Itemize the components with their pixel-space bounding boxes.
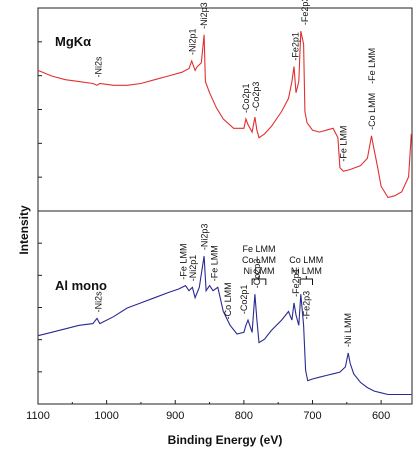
bottom-peak-label: -Fe LMM <box>178 244 188 280</box>
top-peak-label: -Fe LMM <box>338 126 348 162</box>
x-axis: 1100 1000 900 800 700 600 <box>26 400 390 422</box>
top-peak-label: -Fe2p3 <box>300 0 310 25</box>
bottom-peak-label: -Fe2p3 <box>301 291 311 320</box>
group-label-line: Fe LMM <box>242 244 275 254</box>
top-peak-label: -Ni2p3 <box>199 2 209 29</box>
bottom-panel-series <box>37 256 412 396</box>
x-tick-label: 1100 <box>26 410 50 422</box>
top-peak-label: -Ni2p1 <box>187 28 197 55</box>
top-peak-label: -Fe LMM <box>367 48 377 84</box>
bottom-peak-label: -Co LMM <box>223 282 233 319</box>
bottom-panel-y-ticks <box>38 242 42 373</box>
bottom-peak-label: -Ni2p3 <box>200 224 210 251</box>
top-panel-y-ticks <box>38 41 42 178</box>
x-tick-label: 700 <box>303 410 321 422</box>
top-panel-series <box>37 30 412 199</box>
bottom-peak-label: -Ni LMM <box>343 313 353 347</box>
top-panel-title: MgKα <box>55 34 91 49</box>
x-axis-label: Binding Energy (eV) <box>168 433 283 447</box>
group-bracket <box>251 276 267 285</box>
top-peak-label: -Co2p3 <box>251 82 261 112</box>
bottom-panel: Al mono -Ni2s-Fe LMM -Ni2p1-Ni2p3-Fe LMM-… <box>37 210 413 405</box>
top-panel-annotations: -Ni2s -Ni2p1-Ni2p3 -Co2p1 -Co2p3 -Fe2p1-Fe2p… <box>93 0 377 162</box>
group-bracket <box>299 276 313 285</box>
top-peak-label: -Fe2p1 <box>290 32 300 61</box>
group-label-line: Co LMM <box>242 255 276 265</box>
bottom-peak-label: -Co2p3 <box>252 259 262 289</box>
group-label-line: Ni LMM <box>243 266 274 276</box>
bottom-peak-label: -Co2p1 <box>239 285 249 315</box>
group-label-line: Co LMM <box>289 255 323 265</box>
top-peak-label: -Co2p1 <box>241 83 251 113</box>
bottom-peak-label: -Ni2p1 <box>188 255 198 282</box>
x-tick-label: 600 <box>372 410 390 422</box>
top-peak-label: -Ni2s <box>93 56 103 78</box>
bottom-spectrum-line <box>37 256 412 396</box>
top-panel-frame <box>37 7 413 212</box>
top-peak-label: -Co LMM <box>367 93 377 130</box>
bottom-peak-label: -Fe LMM <box>209 245 219 281</box>
bottom-panel-title: Al mono <box>55 278 107 293</box>
bottom-peak-label: -Ni2s <box>93 291 103 313</box>
x-tick-label: 900 <box>166 410 184 422</box>
top-panel: MgKα -Ni2s -Ni2p1-Ni2p3 -Co2p1 -Co2p3 -Fe2p1… <box>37 0 413 212</box>
y-axis-label: Intensity <box>17 205 31 255</box>
group-label-line: Ni LMM <box>291 266 322 276</box>
x-tick-label: 800 <box>235 410 253 422</box>
x-tick-label: 1000 <box>94 410 118 422</box>
top-spectrum-line <box>37 30 412 199</box>
bottom-panel-annotations: -Ni2s-Fe LMM -Ni2p1-Ni2p3-Fe LMM-Co LMM -C… <box>93 224 353 347</box>
bottom-peak-label: -Fe2p1 <box>291 268 301 297</box>
